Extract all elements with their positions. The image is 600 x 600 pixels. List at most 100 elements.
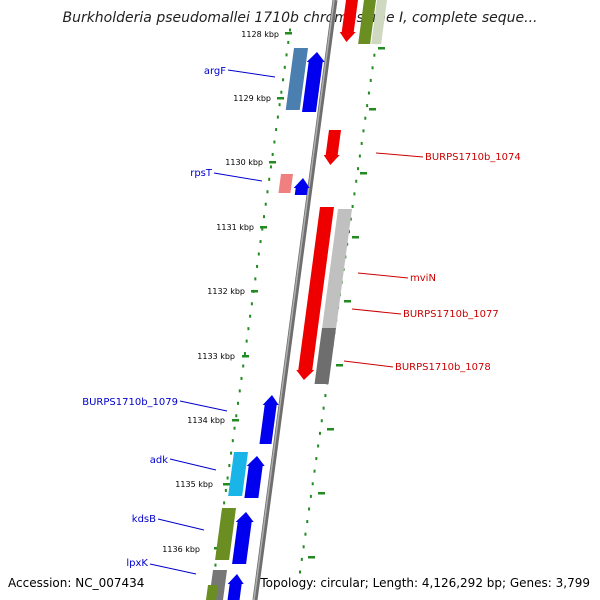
scale-dot xyxy=(369,78,372,82)
scale-dot xyxy=(300,557,303,561)
feature-label-right: BURPS1710b_1074 xyxy=(425,152,521,163)
scale-dot xyxy=(233,426,236,430)
scale-dot xyxy=(264,202,267,206)
scale-dot xyxy=(308,507,311,511)
scale-dash xyxy=(318,492,325,495)
gene-arrow-lpxK xyxy=(227,574,244,600)
scale-dot xyxy=(214,563,217,567)
scale-dot xyxy=(237,401,239,405)
scale-dot xyxy=(275,128,278,132)
scale-dot xyxy=(259,240,262,244)
scale-dot xyxy=(235,414,238,418)
kbp-label: 1129 kbp xyxy=(233,94,271,103)
scale-dash xyxy=(336,364,343,367)
gene-box-1078 xyxy=(314,328,336,384)
scale-dot xyxy=(287,40,290,44)
scale-dot xyxy=(324,394,327,398)
feature-label-left: rpsT xyxy=(190,168,213,179)
feature-label-right: mviN xyxy=(410,273,436,284)
gene-arrow-adk xyxy=(244,456,265,498)
feature-label-left: lpxK xyxy=(126,558,148,569)
gene-arrow-kdsB xyxy=(232,512,254,564)
scale-dot xyxy=(269,165,272,169)
kbp-label: 1131 kbp xyxy=(216,223,254,232)
scale-dot xyxy=(304,532,307,536)
leader-line xyxy=(213,172,263,182)
feature-label-right: BURPS1710b_1077 xyxy=(403,309,499,320)
scale-dot xyxy=(366,104,369,108)
kbp-label: 1136 kbp xyxy=(162,545,200,554)
scale-dot xyxy=(306,520,309,524)
kbp-label: 1135 kbp xyxy=(175,480,213,489)
map-title: Burkholderia pseudomallei 1710b chromoso… xyxy=(62,10,538,26)
gene-box-argF xyxy=(285,48,308,110)
kbp-label: 1134 kbp xyxy=(187,416,225,425)
scale-dot xyxy=(268,177,271,181)
scale-dot xyxy=(315,457,318,461)
scale-dot xyxy=(261,227,264,231)
scale-dot xyxy=(347,230,350,234)
scale-dot xyxy=(263,215,265,219)
leader-line xyxy=(169,458,217,471)
leader-line xyxy=(343,360,394,368)
gene-arrow-1079 xyxy=(259,395,279,444)
scale-dot xyxy=(317,444,320,448)
scale-dot xyxy=(360,141,363,145)
scale-dot xyxy=(231,439,234,443)
scale-dot xyxy=(313,469,316,473)
leader-line xyxy=(351,308,402,315)
scale-dot xyxy=(273,140,276,144)
scale-dot xyxy=(247,327,250,331)
gene-arrow-1074 xyxy=(323,130,341,165)
scale-dot xyxy=(371,66,374,70)
scale-dot xyxy=(249,314,252,318)
kbp-label: 1130 kbp xyxy=(225,158,263,167)
kbp-dash xyxy=(285,32,292,35)
kbp-label: 1132 kbp xyxy=(207,287,245,296)
leader-line xyxy=(157,518,205,531)
scale-dot xyxy=(311,482,314,486)
scale-dot xyxy=(322,406,325,410)
kbp-dash xyxy=(269,161,276,164)
scale-dot xyxy=(362,129,365,133)
gene-features xyxy=(206,0,387,600)
gene-box-rpsT xyxy=(278,174,293,193)
leader-line xyxy=(179,400,228,412)
scale-dot xyxy=(353,192,356,196)
scale-dot xyxy=(351,204,354,208)
feature-label-left: adk xyxy=(150,455,168,466)
scale-dot xyxy=(357,167,360,171)
scale-dot xyxy=(271,152,274,156)
scale-dot xyxy=(238,389,241,393)
kbp-dash xyxy=(251,290,258,293)
scale-dot xyxy=(230,451,233,455)
backbone xyxy=(252,0,338,600)
scale-dot xyxy=(266,190,269,194)
scale-dot xyxy=(276,115,279,119)
kbp-scale: 1128 kbp 1129 kbp 1130 kbp 1131 kbp 1132 kbp… xyxy=(162,30,385,559)
scale-dot xyxy=(358,154,361,158)
scale-dash xyxy=(344,300,351,303)
scale-dot xyxy=(364,116,367,120)
kbp-dash xyxy=(223,483,230,486)
scale-dot xyxy=(302,545,305,549)
scale-dot xyxy=(254,277,257,281)
scale-dot xyxy=(245,339,248,343)
scale-dash xyxy=(360,172,367,175)
gene-box-1077 xyxy=(322,209,352,328)
scale-dot xyxy=(309,494,312,498)
accession-text: Accession: NC_007434 xyxy=(8,576,145,590)
scale-dot xyxy=(223,501,226,505)
scale-dot xyxy=(240,376,243,380)
scale-dot xyxy=(285,53,288,57)
leader-line xyxy=(375,152,424,158)
gene-arrow-reverse xyxy=(339,0,358,42)
kbp-dash xyxy=(242,355,249,358)
scale-dash xyxy=(378,47,385,50)
gene-arrow-mviN xyxy=(296,207,334,380)
scale-dot xyxy=(243,352,246,356)
scale-dot xyxy=(242,364,245,368)
scale-dot xyxy=(373,53,376,57)
gene-arrow-rpsT xyxy=(293,178,310,195)
gene-box xyxy=(206,585,218,600)
